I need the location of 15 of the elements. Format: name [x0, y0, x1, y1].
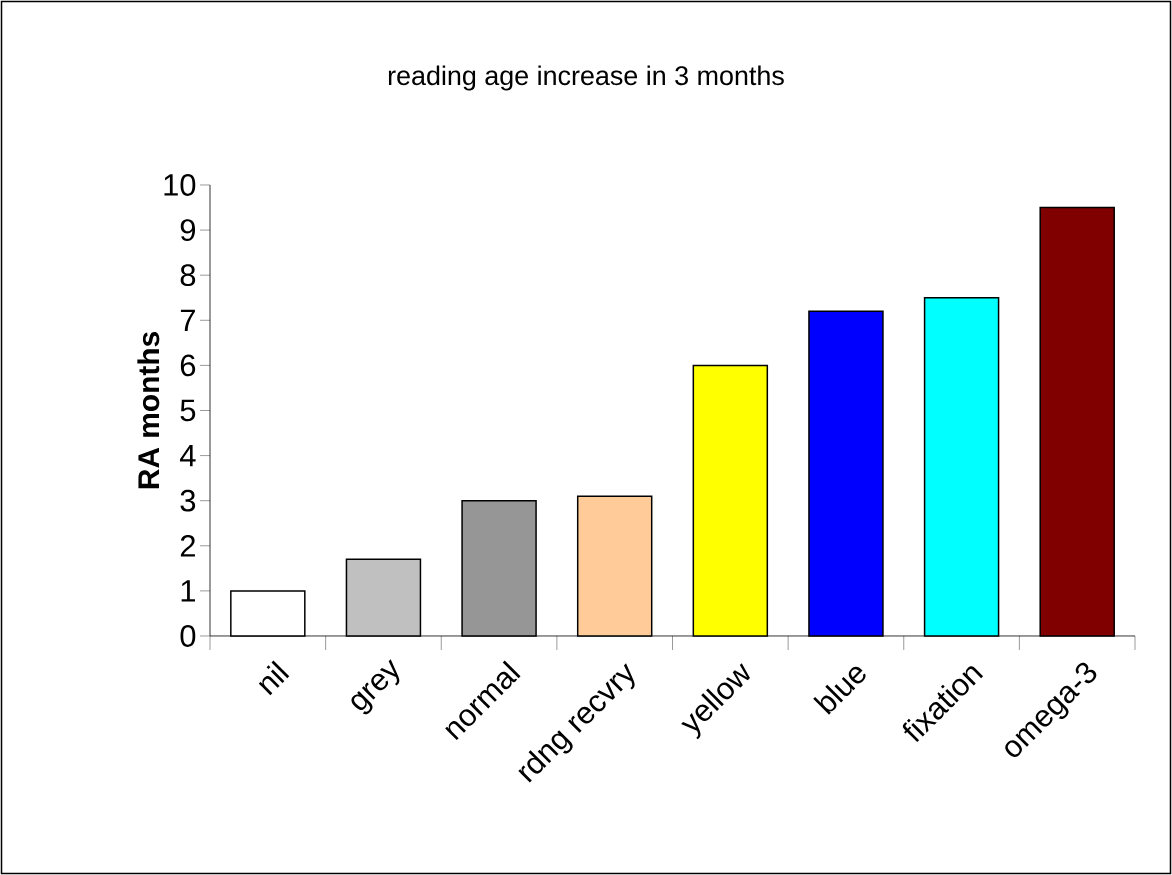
y-tick-label: 0 [180, 625, 196, 647]
y-tick-label: 5 [180, 399, 196, 422]
y-tick-label: 7 [180, 309, 195, 331]
y-tick-label: 2 [180, 535, 195, 557]
y-tick-label: 6 [180, 354, 196, 377]
chart-title: reading age increase in 3 months [388, 65, 784, 91]
x-tick-label: blue [813, 666, 866, 715]
y-tick-label: 1 [181, 580, 195, 602]
x-tick-label: nil [258, 660, 290, 696]
y-tick-label: 8 [180, 264, 196, 287]
y-tick-label: 10 [164, 174, 196, 196]
y-tick-label: 4 [180, 444, 196, 467]
y-axis-title: RA months [137, 332, 160, 489]
y-tick-label: 3 [180, 489, 196, 512]
y-tick-label: 9 [180, 219, 196, 242]
